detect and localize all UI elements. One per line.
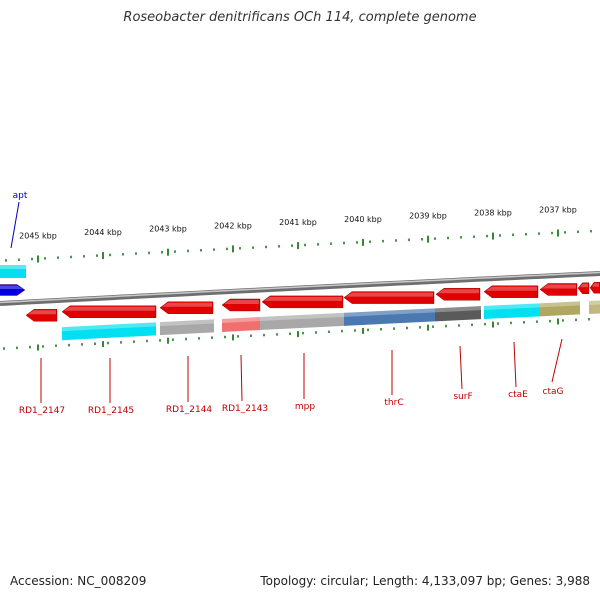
- genome-summary: Topology: circular; Length: 4,133,097 bp…: [260, 574, 590, 588]
- cog-bar-highlight: [344, 308, 435, 317]
- tick-label: 2045 kbp: [19, 231, 57, 240]
- tick-label: 2043 kbp: [149, 225, 187, 234]
- cog-bar: [344, 308, 435, 326]
- cog-bar-highlight: [435, 306, 481, 313]
- gene-label-surf: surF: [453, 392, 472, 402]
- cog-bars: [62, 300, 600, 341]
- leader-line: [10, 201, 20, 249]
- gene-label-rd1-2143: RD1_2143: [222, 404, 268, 414]
- gene-label-rd1-2147: RD1_2147: [19, 406, 65, 416]
- gene-rd1-2145: [61, 305, 157, 318]
- gene-label-rd1-2145: RD1_2145: [88, 406, 134, 416]
- gene-partial: [577, 282, 590, 294]
- gene-label-rd1-2144: RD1_2144: [166, 405, 213, 415]
- gene-label-mpp: mpp: [295, 402, 315, 412]
- tick-label: 2040 kbp: [344, 215, 382, 224]
- accession-label: Accession: NC_008209: [10, 574, 147, 588]
- gene-labels: apt RD1_2147 RD1_2145 RD1_2144 RD1_2143 mpp th…: [10, 191, 564, 416]
- gene-label-apt: apt: [13, 191, 28, 201]
- gene-thrc: [343, 291, 435, 304]
- gene-rd1-2143: [221, 298, 261, 312]
- gene-partial: [589, 282, 600, 294]
- gene-surf: [435, 288, 481, 301]
- scale-ticks: 2045 kbp 2044 kbp 2043 kbp 2042 kbp 2041 kbp…: [5, 205, 592, 263]
- gene-ctae: [483, 285, 539, 298]
- cog-bar: [540, 301, 580, 317]
- tick-label: 2041 kbp: [279, 218, 317, 227]
- backbone-highlight: [0, 271, 600, 304]
- gene-ctag: [539, 283, 578, 296]
- cog-bar-highlight: [222, 317, 260, 323]
- cog-bar: [160, 319, 214, 336]
- gene-track: [0, 265, 600, 322]
- cog-bar: [0, 265, 26, 278]
- cog-bar: [435, 306, 481, 322]
- cog-bar: [260, 312, 344, 331]
- cog-bar-highlight: [589, 300, 600, 306]
- leader-line: [551, 338, 563, 383]
- leader-line: [513, 341, 517, 388]
- leader-line: [459, 345, 463, 390]
- cog-bar-highlight: [160, 319, 214, 327]
- tick-label: 2038 kbp: [474, 209, 512, 218]
- cog-bar-highlight: [260, 312, 344, 322]
- gene-apt: [0, 284, 26, 296]
- tick-label: 2044 kbp: [84, 228, 122, 237]
- tick-label: 2037 kbp: [539, 205, 577, 214]
- map-title: Roseobacter denitrificans OCh 114, compl…: [123, 10, 477, 25]
- cog-bar: [589, 300, 600, 315]
- gene-rd1-2144: [159, 301, 214, 314]
- gene-rd1-2147: [25, 309, 58, 322]
- tick-label: 2039 kbp: [409, 212, 447, 221]
- cog-bar-highlight: [540, 301, 580, 308]
- gene-label-ctae: ctaE: [508, 390, 528, 400]
- cog-bar-highlight: [484, 303, 540, 310]
- lower-ticks: [3, 318, 590, 351]
- tick-label: 2042 kbp: [214, 221, 252, 230]
- cog-bar: [222, 317, 260, 332]
- gene-label-thrc: thrC: [384, 398, 403, 408]
- leader-line: [240, 354, 243, 402]
- cog-bar: [62, 322, 156, 341]
- cog-bar-highlight: [62, 322, 156, 332]
- cog-bar: [484, 303, 540, 319]
- backbone: [0, 271, 600, 306]
- cog-bar-highlight: [0, 265, 26, 269]
- gene-label-ctag: ctaG: [543, 387, 564, 397]
- gene-mpp: [261, 295, 344, 309]
